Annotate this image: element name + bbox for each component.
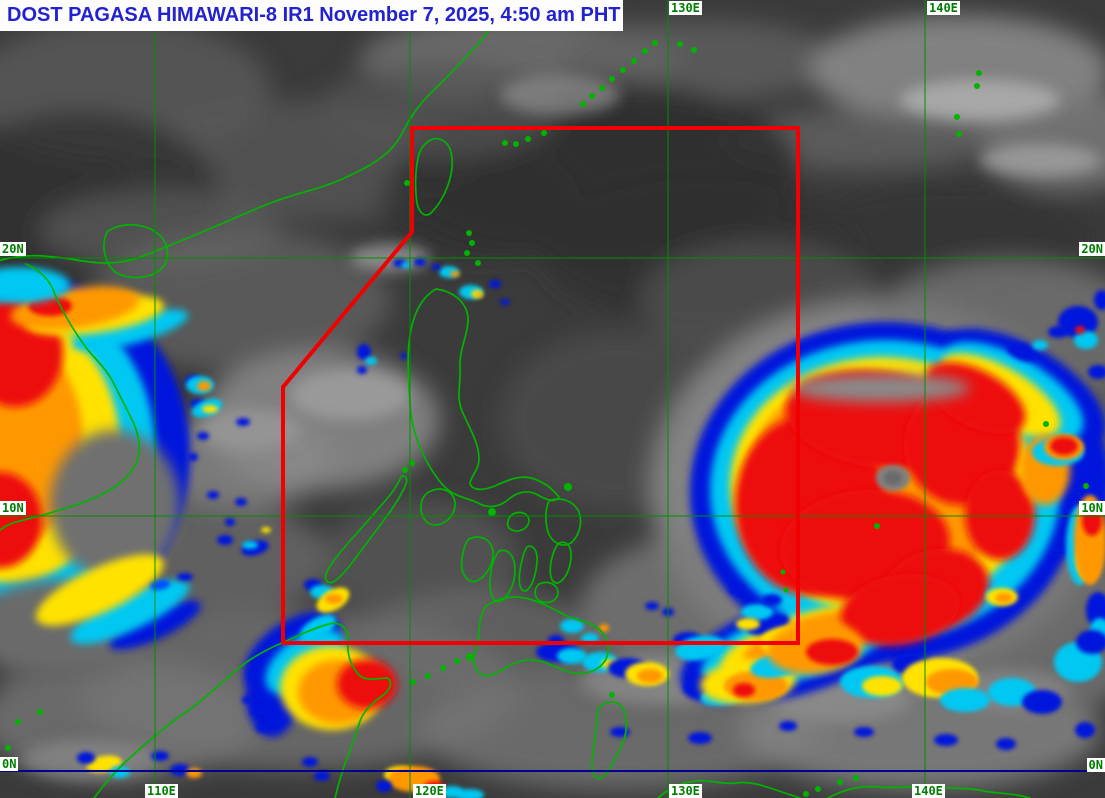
sulawesi-coastline [657, 779, 801, 798]
negros-coastline [489, 549, 516, 603]
grid-label-top-130e: 130E [669, 1, 702, 15]
bohol-coastline [534, 581, 559, 604]
grid-label-right-20n: 20N [1079, 242, 1105, 256]
samar-coastline [545, 498, 582, 546]
grid-label-left-10n: 10N [0, 501, 26, 515]
grid-label-right-10n: 10N [1079, 501, 1105, 515]
china-coastline [0, 19, 499, 264]
borneo-coastline [93, 622, 392, 798]
east-edge-cells [1006, 290, 1105, 642]
borneo-storm [77, 579, 484, 798]
grid-label-right-0n: 0N [1086, 758, 1105, 772]
panay-coastline [460, 536, 494, 583]
taiwan-coastline [414, 137, 454, 216]
title-bar: DOST PAGASA HIMAWARI-8 IR1 November 7, 2… [0, 0, 623, 31]
island-dots [5, 40, 1089, 797]
cebu-coastline [518, 545, 538, 592]
palawan-coastline [324, 475, 408, 584]
grid-label-left-20n: 20N [0, 242, 26, 256]
masbate-coastline [506, 511, 530, 532]
leyte-coastline [549, 541, 572, 584]
luzon-coastline [407, 288, 561, 508]
grid-label-bottom-110e: 110E [145, 784, 178, 798]
grid-label-bottom-120e: 120E [413, 784, 446, 798]
halmahera-coastline [591, 701, 628, 780]
vietnam-coastline [0, 263, 140, 532]
par-boundary [281, 126, 800, 645]
hainan-coastline [103, 224, 169, 279]
title-text: DOST PAGASA HIMAWARI-8 IR1 November 7, 2… [7, 4, 621, 26]
mindoro-coastline [420, 488, 456, 526]
grid-label-bottom-130e: 130E [669, 784, 702, 798]
scattered-small-cells [150, 258, 510, 591]
grid-label-bottom-140e: 140E [912, 784, 945, 798]
coastline-layer [0, 19, 1031, 798]
mindanao-coastline [472, 596, 610, 677]
west-storm-system [0, 267, 201, 670]
grid-label-top-140e: 140E [927, 1, 960, 15]
grid-label-left-0n: 0N [0, 757, 19, 771]
